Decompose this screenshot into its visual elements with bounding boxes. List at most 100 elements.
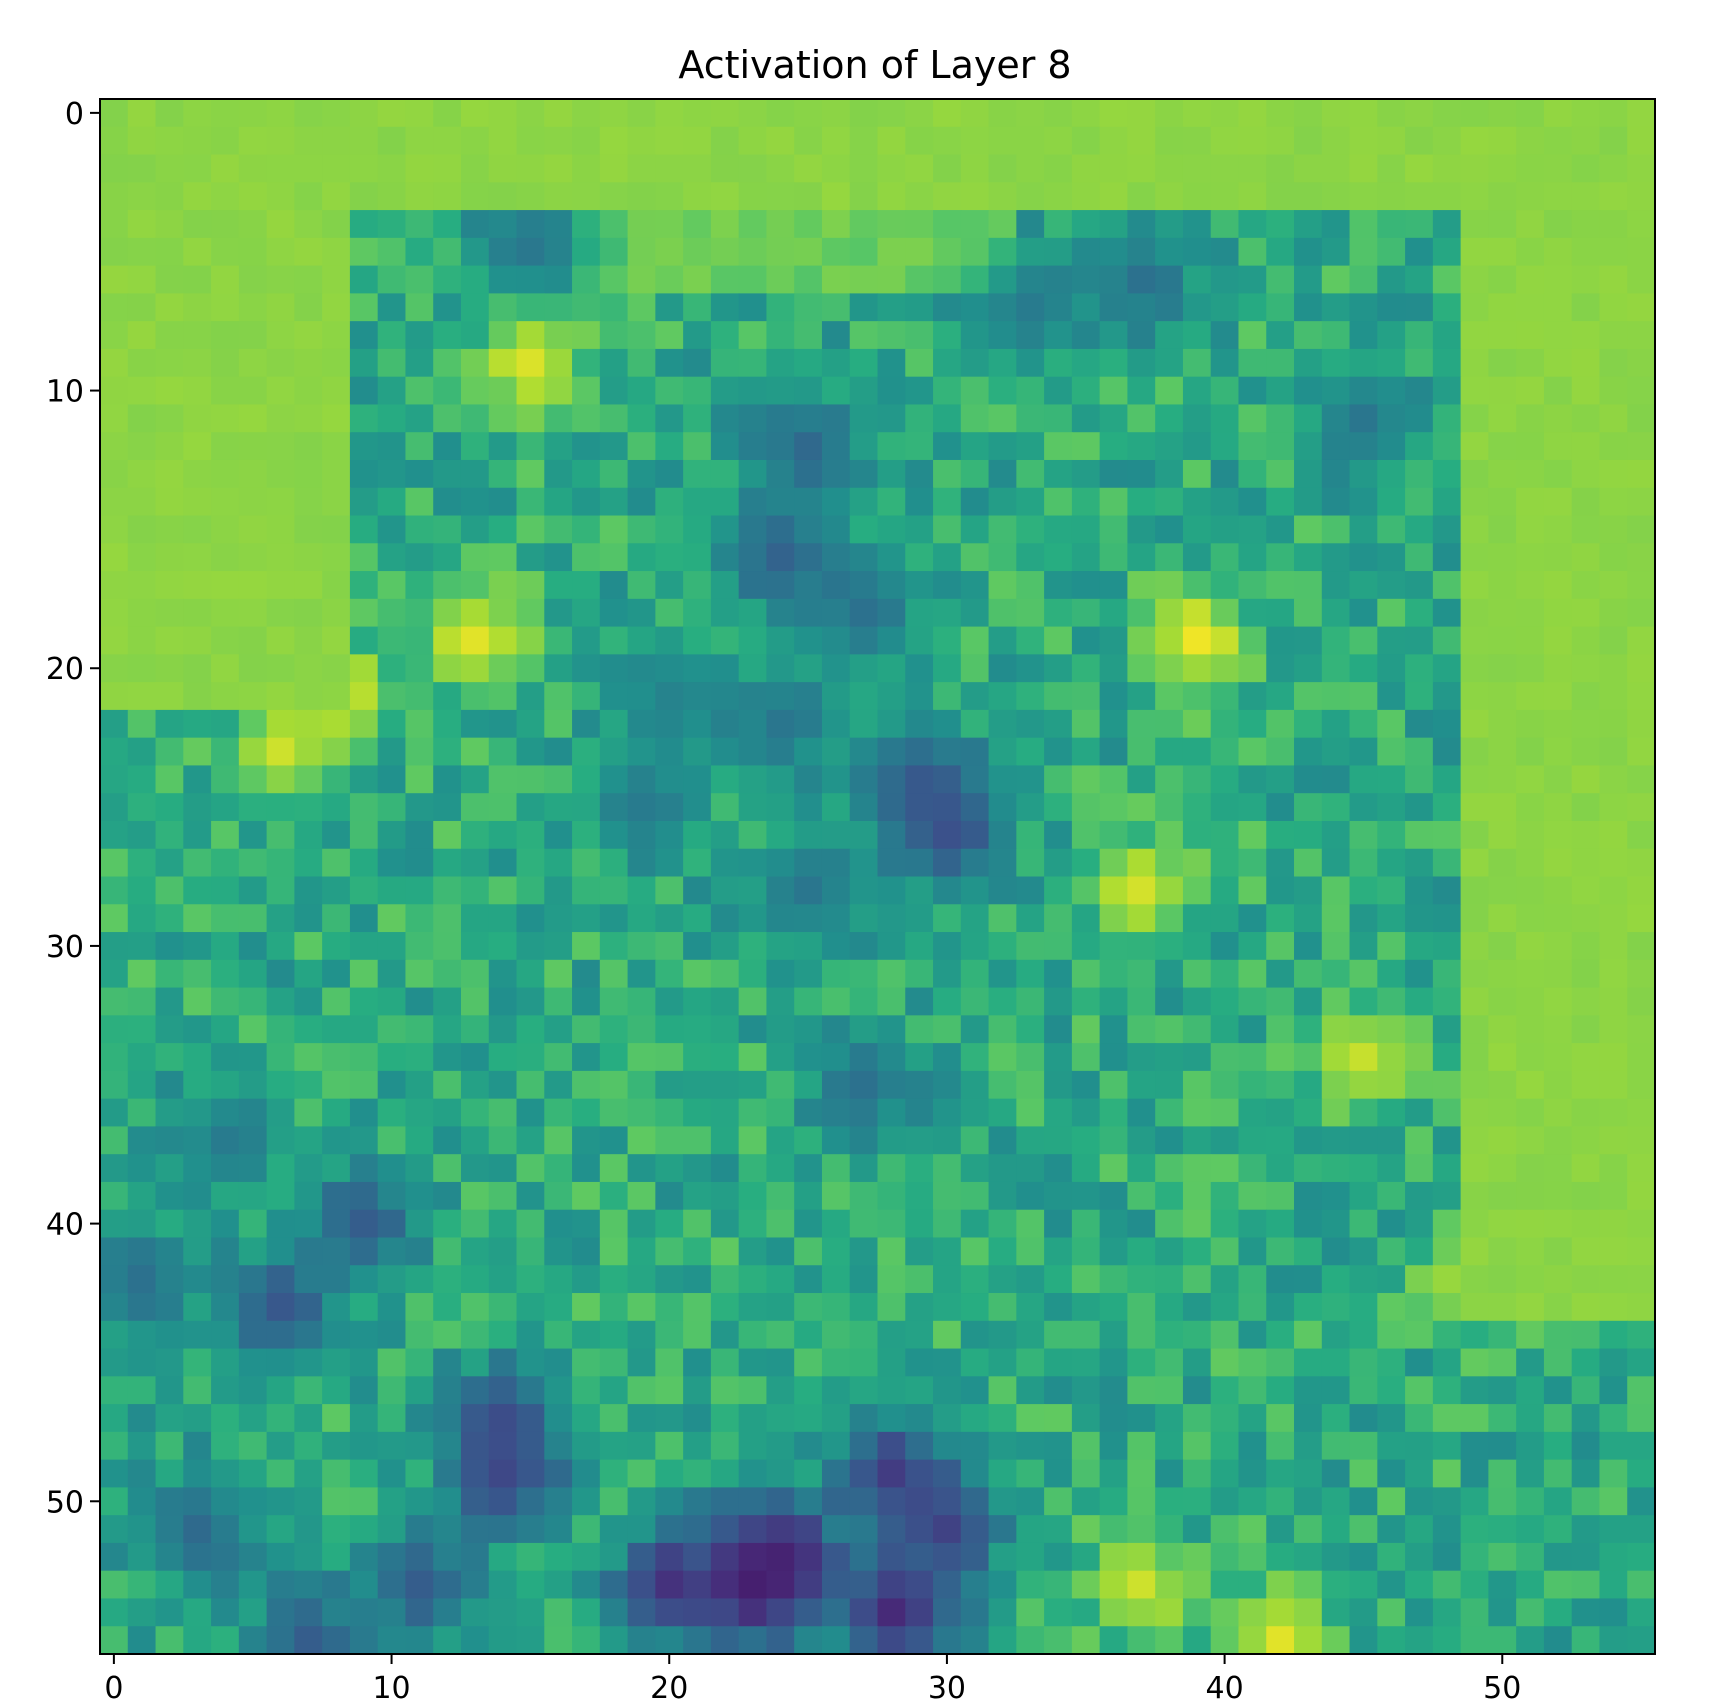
heatmap-cell (738, 932, 768, 961)
heatmap-cell (683, 126, 712, 156)
heatmap-cell (1405, 737, 1434, 767)
heatmap-cell (1238, 932, 1267, 961)
heatmap-cell (821, 1043, 851, 1072)
heatmap-cell (710, 848, 740, 878)
heatmap-cell (544, 820, 573, 850)
heatmap-cell (460, 99, 490, 128)
x-tick-label: 0 (104, 1671, 123, 1701)
heatmap-cell (1127, 848, 1156, 878)
heatmap-cell (1127, 1043, 1156, 1072)
heatmap-cell (1016, 709, 1045, 739)
heatmap-cell (821, 154, 851, 183)
heatmap-cell (183, 348, 212, 378)
heatmap-cell (905, 1515, 934, 1544)
heatmap-cell (238, 1043, 268, 1072)
heatmap-cell (322, 1570, 351, 1600)
heatmap-cell (1377, 1542, 1406, 1572)
heatmap-cell (1071, 1598, 1101, 1627)
heatmap-cell (1016, 1404, 1045, 1433)
heatmap-cell (183, 1459, 212, 1488)
heatmap-cell (238, 682, 268, 711)
heatmap-cell (1377, 210, 1406, 239)
heatmap-cell (266, 182, 295, 211)
heatmap-cell (1099, 571, 1129, 600)
heatmap-cell (488, 459, 518, 489)
heatmap-cell (544, 237, 573, 267)
heatmap-cell (1182, 1626, 1212, 1655)
heatmap-cell (1516, 1459, 1545, 1488)
heatmap-cell (1321, 348, 1351, 378)
heatmap-cell (766, 99, 795, 128)
heatmap-cell (544, 1348, 573, 1377)
heatmap-cell (544, 1515, 573, 1544)
heatmap-cell (1099, 1376, 1129, 1405)
heatmap-cell (960, 182, 990, 211)
heatmap-cell (433, 1626, 462, 1655)
heatmap-cell (988, 598, 1017, 628)
heatmap-cell (488, 126, 518, 156)
heatmap-cell (183, 571, 212, 600)
heatmap-cell (1349, 210, 1378, 239)
heatmap-cell (211, 959, 240, 989)
heatmap-cell (377, 598, 407, 628)
heatmap-cell (877, 1015, 906, 1044)
heatmap-cell (766, 1265, 795, 1294)
heatmap-cell (849, 820, 879, 850)
heatmap-cell (877, 848, 906, 878)
heatmap-cell (877, 1431, 906, 1461)
heatmap-cell (1182, 1154, 1212, 1183)
heatmap-cell (1488, 459, 1517, 489)
heatmap-cell (211, 1598, 240, 1627)
heatmap-cell (460, 293, 490, 322)
heatmap-cell (1016, 1209, 1045, 1239)
heatmap-cell (1210, 487, 1240, 517)
heatmap-cell (211, 1348, 240, 1377)
x-tick-label: 20 (650, 1671, 688, 1701)
heatmap-cell (1182, 348, 1212, 378)
heatmap-cell (1238, 459, 1267, 489)
heatmap-cell (877, 1126, 906, 1155)
heatmap-cell (100, 959, 129, 989)
heatmap-cell (155, 348, 184, 378)
heatmap-cell (155, 1570, 184, 1600)
heatmap-cell (933, 126, 962, 156)
heatmap-cell (1432, 237, 1462, 267)
heatmap-cell (1377, 1070, 1406, 1100)
heatmap-cell (794, 1487, 823, 1516)
heatmap-cell (1516, 820, 1545, 850)
heatmap-cell (544, 1098, 573, 1128)
heatmap-cell (1488, 876, 1517, 905)
heatmap-cell (266, 293, 295, 322)
heatmap-cell (460, 1181, 490, 1211)
heatmap-cell (1155, 1293, 1184, 1322)
heatmap-cell (1599, 1126, 1628, 1155)
heatmap-cell (1543, 182, 1573, 211)
heatmap-cell (127, 459, 157, 489)
heatmap-cell (683, 265, 712, 294)
heatmap-cell (1543, 1126, 1573, 1155)
heatmap-cell (1460, 376, 1489, 406)
heatmap-cell (1543, 376, 1573, 406)
heatmap-cell (1516, 1070, 1545, 1100)
heatmap-cell (1349, 293, 1378, 322)
heatmap-cell (1071, 932, 1101, 961)
heatmap-cell (100, 182, 129, 211)
heatmap-cell (100, 737, 129, 767)
heatmap-cell (1349, 682, 1378, 711)
heatmap-cell (238, 1320, 268, 1350)
heatmap-cell (294, 1348, 323, 1377)
heatmap-cell (1460, 820, 1489, 850)
heatmap-cell (1516, 959, 1545, 989)
heatmap-cell (599, 904, 629, 933)
heatmap-cell (738, 487, 768, 517)
heatmap-cell (349, 432, 379, 461)
heatmap-cell (1099, 237, 1129, 267)
heatmap-cell (1099, 1515, 1129, 1544)
heatmap-cell (1266, 1237, 1295, 1266)
heatmap-cell (1349, 709, 1378, 739)
heatmap-cell (1155, 987, 1184, 1016)
heatmap-cell (349, 737, 379, 767)
heatmap-cell (1044, 293, 1073, 322)
heatmap-cell (322, 765, 351, 794)
heatmap-cell (433, 1348, 462, 1377)
